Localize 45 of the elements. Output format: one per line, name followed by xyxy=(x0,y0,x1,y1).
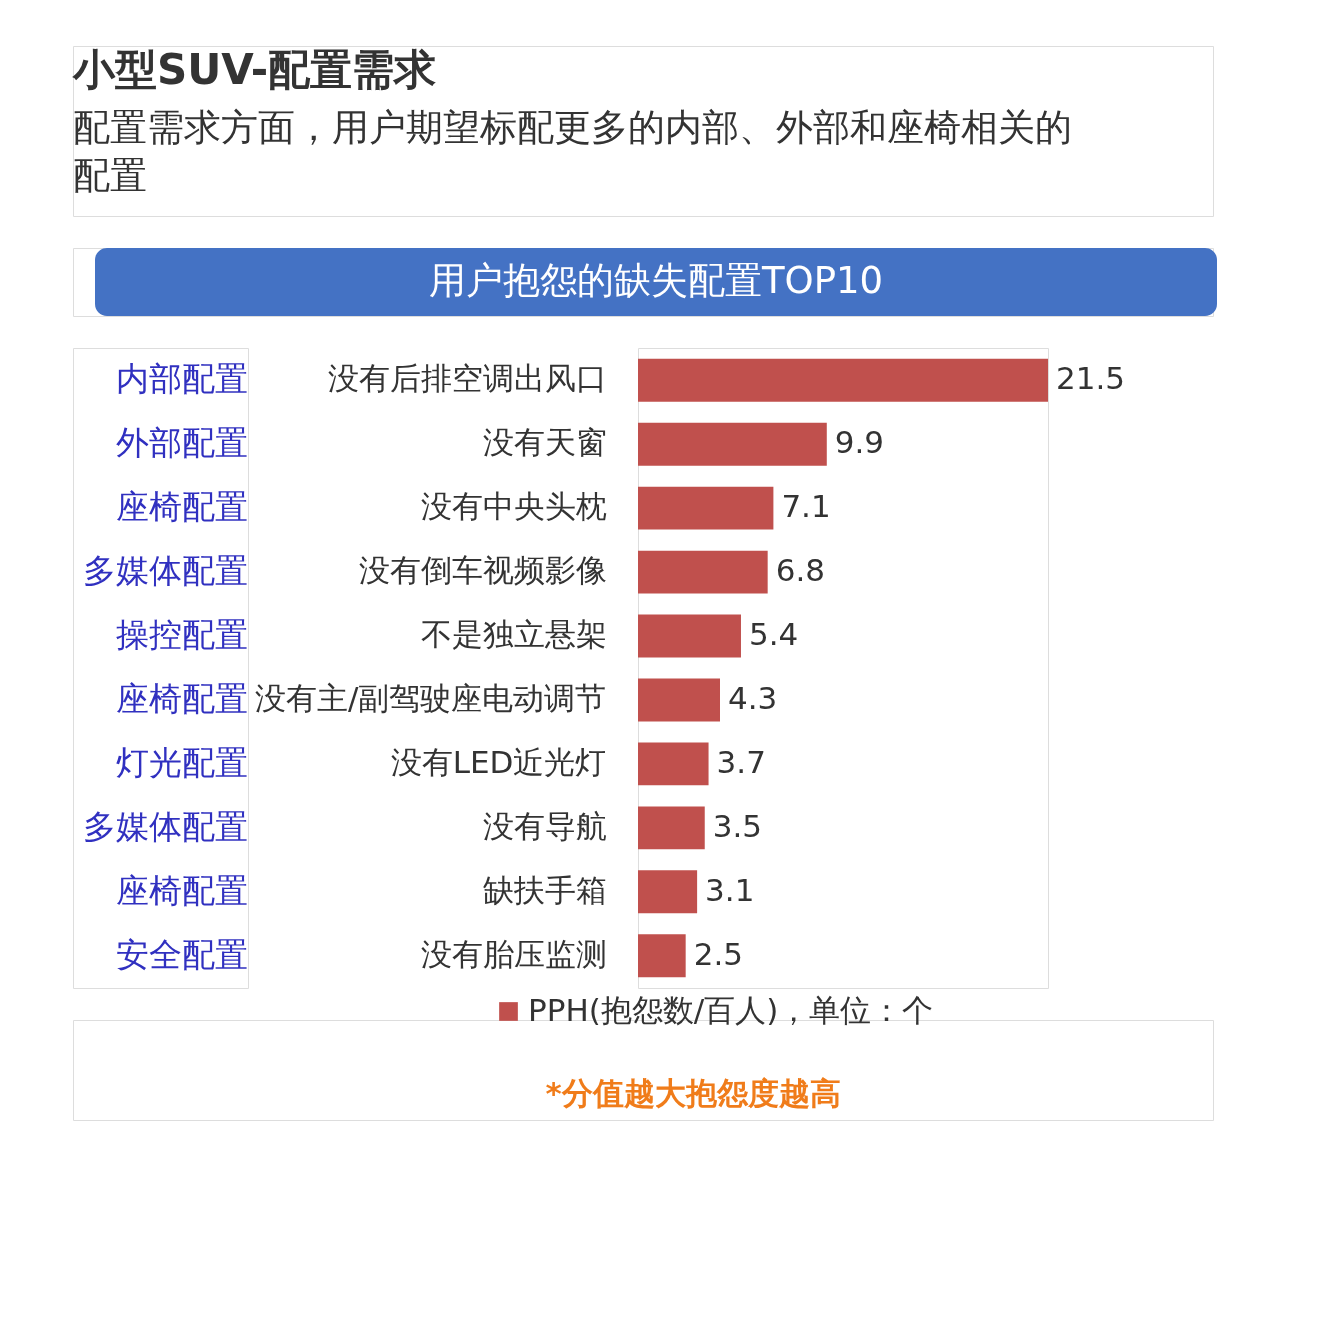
y-tick-label: 没有天窗 xyxy=(482,424,607,461)
text: 外部配置 xyxy=(116,423,248,462)
y-tick-label: 没有导航 xyxy=(482,807,607,844)
text: 座椅配置 xyxy=(116,679,248,718)
bar xyxy=(638,934,686,978)
data-label: 3.7 xyxy=(716,743,766,780)
y-tick-label: 没有中央头枕 xyxy=(420,488,607,525)
y-tick-label: 没有后排空调出风口 xyxy=(327,360,607,397)
text: 多媒体配置 xyxy=(83,551,248,590)
data-label: 5.4 xyxy=(748,616,799,653)
data-label: 7.1 xyxy=(781,488,831,525)
bar xyxy=(638,486,774,530)
y-tick-label: 缺扶手箱 xyxy=(482,871,607,908)
bar xyxy=(638,806,705,850)
data-label: 6.8 xyxy=(775,552,825,589)
bar xyxy=(638,614,741,658)
text: 用户抱怨的缺失配置TOP10 xyxy=(428,259,884,302)
data-label: 3.1 xyxy=(705,871,755,908)
y-tick-label: 没有胎压监测 xyxy=(420,935,607,972)
bar xyxy=(638,742,709,786)
bar xyxy=(638,422,827,466)
data-label: 9.9 xyxy=(834,424,885,461)
bar xyxy=(638,550,768,594)
y-tick-label: 不是独立悬架 xyxy=(420,616,607,653)
data-label: 4.3 xyxy=(728,679,778,716)
bar xyxy=(638,678,720,722)
data-label: 3.5 xyxy=(712,807,763,844)
text: 座椅配置 xyxy=(116,871,248,910)
y-tick-label: 没有倒车视频影像 xyxy=(358,552,607,589)
y-tick-label: 没有LED近光灯 xyxy=(390,743,607,780)
text: 小型SUV-配置需求 xyxy=(72,45,437,94)
data-label: 21.5 xyxy=(1056,360,1126,397)
text: 多媒体配置 xyxy=(83,807,248,846)
legend-label: PPH(抱怨数/百人)，单位：个 xyxy=(528,991,934,1028)
text: 安全配置 xyxy=(116,935,248,974)
text: 灯光配置 xyxy=(116,743,248,782)
data-label: 2.5 xyxy=(693,935,743,972)
text: 内部配置 xyxy=(116,359,248,398)
text: 操控配置 xyxy=(116,615,248,654)
chart-subtitle: 配置需求方面，用户期望标配更多的内部、外部和座椅相关的配置 xyxy=(73,106,1072,197)
bar xyxy=(638,870,698,914)
text: 座椅配置 xyxy=(116,487,248,526)
bar xyxy=(638,358,1048,402)
text: *分值越大抱怨度越高 xyxy=(545,1075,841,1111)
y-tick-label: 没有主/副驾驶座电动调节 xyxy=(255,679,607,716)
